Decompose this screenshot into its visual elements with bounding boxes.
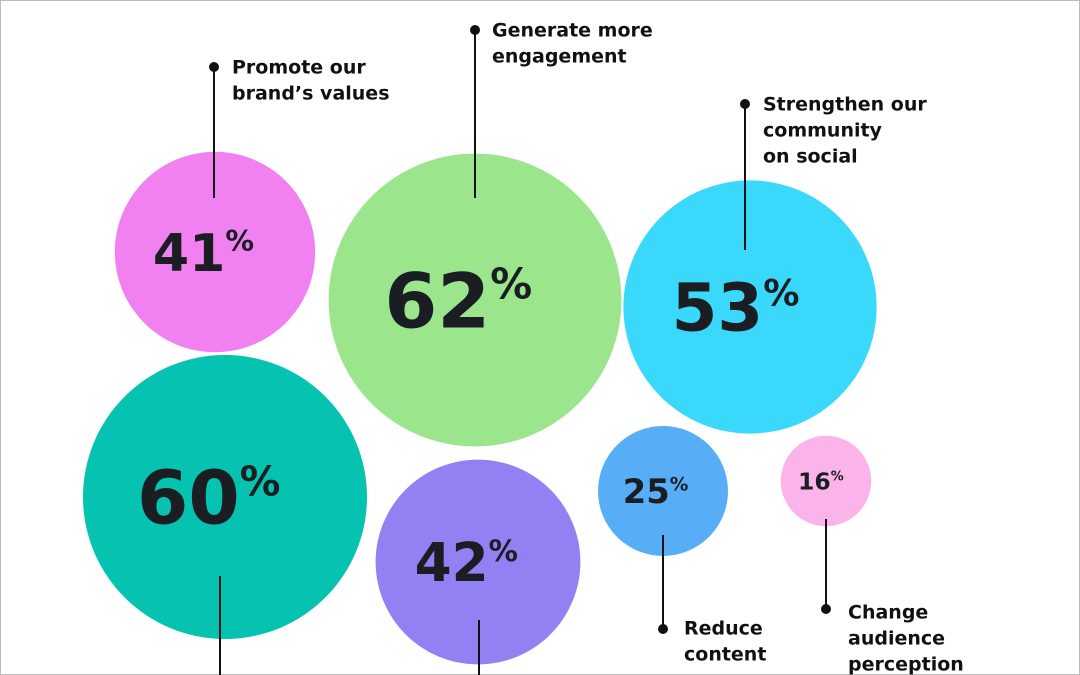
category-label: Reduce (684, 618, 763, 640)
bubble (375, 459, 581, 665)
value-number: 25 (623, 472, 670, 511)
value-number: 60 (137, 456, 240, 542)
value-label: 62% (384, 256, 532, 345)
category-label: community (763, 120, 883, 142)
leader-dot (209, 62, 219, 72)
value-label: 16% (798, 467, 844, 495)
bubble (328, 153, 622, 447)
category-label: on social (763, 146, 858, 168)
value-suffix: % (831, 470, 844, 485)
category-label: Strengthen our (763, 94, 927, 116)
leader-dot (740, 99, 750, 109)
value-number: 41 (153, 224, 226, 284)
value-number: 42 (415, 532, 489, 594)
value-label: 53% (672, 270, 800, 347)
bubble (598, 426, 728, 556)
bubble (114, 151, 316, 353)
category-label: audience (848, 628, 945, 650)
value-label: 25% (623, 472, 689, 511)
category-label: Promote our (232, 57, 366, 79)
leader-dot (658, 624, 668, 634)
value-label: 41% (153, 224, 254, 284)
value-suffix: % (225, 224, 254, 258)
value-suffix: % (489, 534, 518, 568)
category-label: content (684, 644, 766, 666)
value-number: 62 (384, 256, 490, 345)
value-suffix: % (490, 259, 532, 308)
value-suffix: % (763, 272, 799, 315)
leader-dot (470, 25, 480, 35)
value-suffix: % (670, 474, 689, 495)
value-number: 16 (798, 467, 831, 495)
value-label: 60% (137, 456, 280, 542)
bubble (780, 435, 872, 527)
bubble (83, 355, 367, 639)
category-label: brand’s values (232, 83, 390, 105)
category-label: Change (848, 602, 928, 624)
value-number: 53 (672, 270, 764, 347)
category-label: Generate more (492, 20, 653, 42)
leader-dot (821, 604, 831, 614)
category-label: engagement (492, 46, 627, 68)
category-label: perception (848, 654, 964, 675)
value-suffix: % (240, 458, 281, 506)
bubble (623, 180, 877, 434)
value-label: 42% (415, 532, 518, 594)
